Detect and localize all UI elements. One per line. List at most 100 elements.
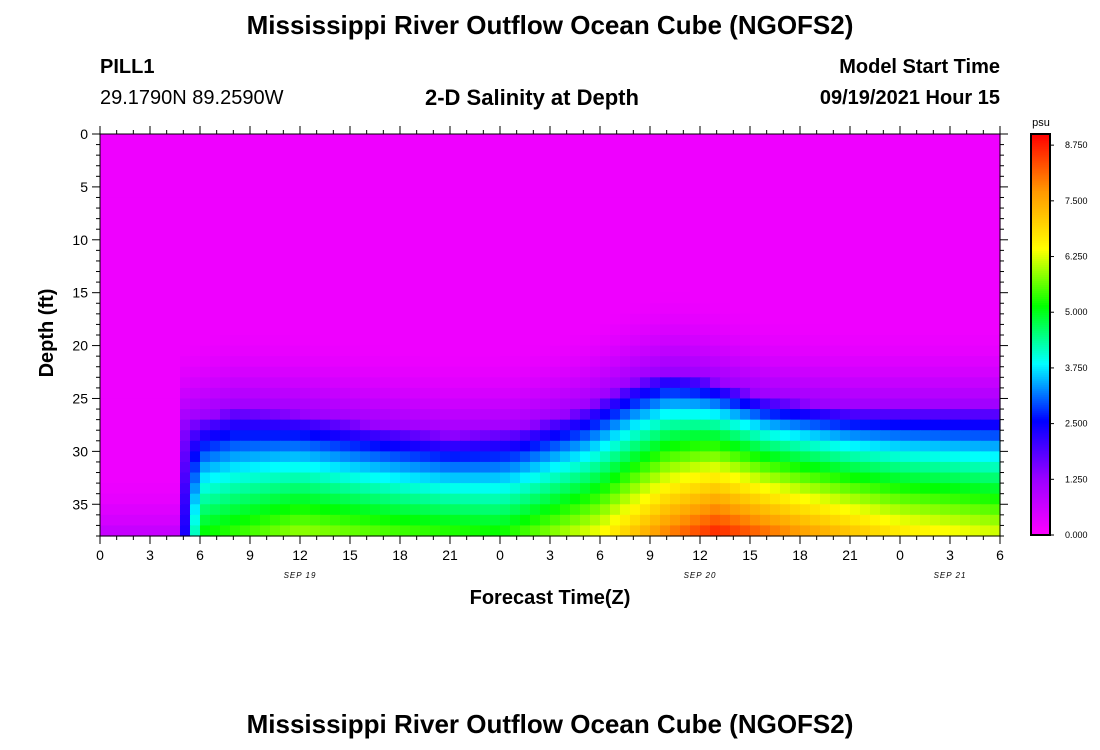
heatmap-cell [980, 377, 991, 389]
heatmap-cell [580, 134, 591, 146]
heatmap-cell [560, 493, 571, 505]
y-tick-label: 25 [72, 390, 88, 406]
heatmap-cell [100, 451, 111, 463]
heatmap-cell [440, 260, 451, 273]
heatmap-cell [700, 514, 711, 527]
heatmap-cell [850, 282, 861, 294]
heatmap-cell [630, 387, 641, 400]
heatmap-cell [130, 134, 141, 146]
heatmap-cell [120, 377, 131, 389]
heatmap-cell [360, 155, 371, 167]
heatmap-cell [130, 271, 141, 283]
heatmap-cell [990, 144, 1001, 156]
heatmap-cell [270, 335, 281, 347]
heatmap-cell [980, 197, 991, 209]
heatmap-cell [320, 144, 331, 156]
heatmap-cell [310, 282, 321, 294]
heatmap-cell [250, 514, 261, 527]
heatmap-cell [780, 493, 791, 505]
heatmap-cell [490, 335, 501, 347]
heatmap-cell [880, 176, 891, 188]
heatmap-cell [630, 271, 641, 283]
heatmap-cell [600, 292, 611, 304]
heatmap-cell [370, 260, 381, 273]
heatmap-cell [620, 356, 631, 368]
colorbar-swatch [1031, 512, 1050, 516]
heatmap-cell [340, 387, 351, 400]
heatmap-cell [860, 144, 871, 156]
heatmap-cell [390, 324, 401, 336]
heatmap-cell [230, 356, 241, 368]
heatmap-cell [930, 451, 941, 463]
heatmap-cell [950, 356, 961, 368]
heatmap-cell [900, 451, 911, 463]
heatmap-cell [260, 155, 271, 167]
colorbar-swatch [1031, 152, 1050, 155]
heatmap-cell [170, 335, 181, 347]
heatmap-cell [550, 186, 561, 199]
heatmap-cell [850, 514, 861, 527]
heatmap-cell [380, 419, 391, 431]
heatmap-cell [560, 377, 571, 389]
heatmap-cell [990, 229, 1001, 241]
heatmap-cell [740, 461, 751, 474]
heatmap-cell [650, 324, 661, 336]
heatmap-cell [820, 303, 831, 315]
heatmap-cell [800, 186, 811, 199]
heatmap-cell [370, 282, 381, 294]
heatmap-cell [810, 493, 821, 505]
heatmap-cell [850, 218, 861, 230]
heatmap-cell [260, 218, 271, 230]
heatmap-cell [490, 398, 501, 410]
heatmap-cell [760, 271, 771, 283]
heatmap-cell [190, 504, 201, 516]
model-start-label: Model Start Time [839, 56, 1000, 78]
heatmap-cell [200, 197, 211, 209]
heatmap-cell [420, 229, 431, 241]
heatmap-cell [810, 260, 821, 273]
heatmap-cell [710, 398, 721, 410]
heatmap-cell [670, 525, 681, 537]
heatmap-cell [120, 398, 131, 410]
heatmap-cell [740, 208, 751, 220]
heatmap-cell [160, 409, 171, 421]
heatmap-cell [480, 134, 491, 146]
heatmap-cell [940, 409, 951, 421]
colorbar-swatch [1031, 222, 1050, 225]
heatmap-cell [910, 356, 921, 368]
heatmap-cell [880, 250, 891, 262]
heatmap-cell [490, 345, 501, 357]
heatmap-cell [580, 451, 591, 463]
colorbar-swatch [1031, 220, 1050, 223]
heatmap-cell [360, 430, 371, 442]
heatmap-cell [500, 419, 511, 431]
heatmap-cell [330, 165, 341, 177]
heatmap-cell [160, 229, 171, 241]
heatmap-cell [120, 356, 131, 368]
heatmap-cell [340, 313, 351, 326]
heatmap-cell [500, 134, 511, 146]
heatmap-cell [410, 345, 421, 357]
heatmap-cell [700, 377, 711, 389]
heatmap-cell [820, 430, 831, 442]
heatmap-cell [280, 461, 291, 474]
heatmap-cell [100, 250, 111, 262]
heatmap-cell [990, 430, 1001, 442]
heatmap-cell [670, 461, 681, 474]
heatmap-cell [500, 239, 511, 251]
heatmap-cell [790, 472, 801, 484]
heatmap-cell [820, 218, 831, 230]
heatmap-cell [970, 155, 981, 167]
heatmap-cell [280, 197, 291, 209]
heatmap-cell [340, 239, 351, 251]
heatmap-cell [810, 345, 821, 357]
heatmap-cell [390, 451, 401, 463]
heatmap-cell [790, 250, 801, 262]
heatmap-cell [860, 335, 871, 347]
heatmap-cell [100, 239, 111, 251]
heatmap-cell [380, 292, 391, 304]
heatmap-cell [480, 260, 491, 273]
heatmap-cell [260, 398, 271, 410]
heatmap-cell [560, 356, 571, 368]
heatmap-cell [990, 218, 1001, 230]
